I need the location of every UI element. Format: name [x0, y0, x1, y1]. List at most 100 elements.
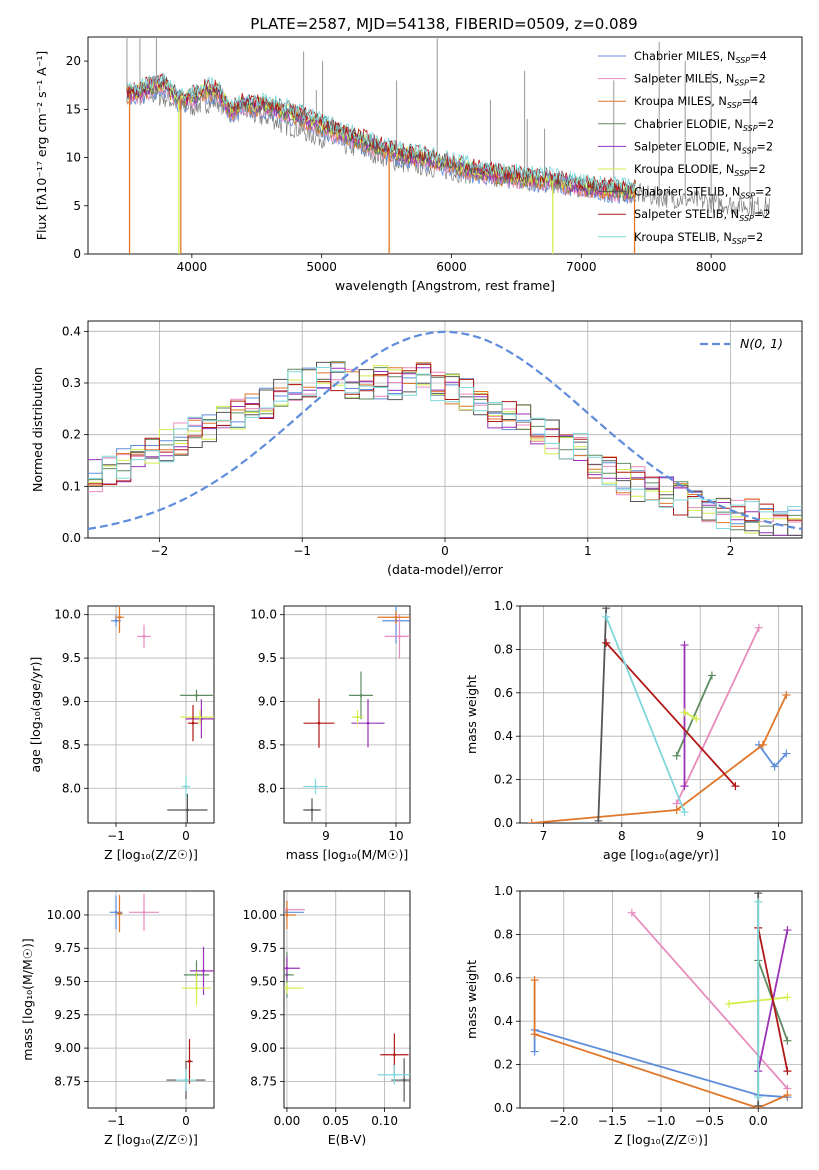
x-axis-label: age [log₁₀(age/yr)] [603, 847, 719, 862]
legend-label-sub: SSP [742, 146, 757, 155]
y-tick-label: 0.4 [62, 324, 81, 338]
legend-label: Kroupa MILES, NSSP=4 [634, 95, 758, 110]
weight-marker [602, 638, 611, 647]
weight-series [597, 608, 608, 821]
weight-marker [527, 819, 536, 823]
x-tick-label: 7 [540, 829, 548, 843]
y-tick-label: 15 [66, 102, 81, 116]
x-tick-label: 0.00 [274, 1114, 301, 1128]
x-tick-label: 6000 [436, 260, 467, 274]
y-tick-label: 9.75 [54, 941, 81, 955]
x-tick-label: −1 [107, 829, 125, 843]
data-point [195, 694, 198, 697]
weight-marker [707, 671, 716, 680]
residual-legend: N(0, 1) [700, 336, 783, 351]
legend-label-text: Chabrier ELODIE, N [634, 118, 743, 131]
x-axis-label: E(B-V) [328, 1132, 367, 1147]
model-spectrum [126, 78, 637, 198]
y-tick-label: 10.00 [47, 908, 81, 922]
weight-marker [758, 740, 767, 749]
data-point [398, 634, 401, 638]
weight-marker [602, 612, 611, 621]
x-tick-label: −1 [293, 544, 311, 558]
weight-series [675, 627, 760, 804]
y-tick-label: 0.4 [494, 729, 513, 743]
weight-marker [754, 891, 763, 898]
axes-mass-vs-Z: −1 0 8.75 9.00 9.25 9.50 9.75 10.00 Z [log₁₀(Z/Z… [20, 890, 215, 1147]
data-point [142, 910, 146, 914]
y-tick-label: 10 [66, 151, 81, 165]
axes-age-vs-mass: 9 10 8.0 8.5 9.0 9.5 10.0 mass [log₁₀(M/M☉)] [250, 605, 411, 862]
figure-title: PLATE=2587, MJD=54138, FIBERID=0509, z=0… [250, 15, 637, 33]
weight-marker [627, 908, 636, 917]
y-tick-label: 5 [73, 199, 81, 213]
data-point [188, 1060, 191, 1063]
x-axis-label: Z [log₁₀(Z/Z☉)] [104, 1132, 198, 1147]
y-tick-label: 8.0 [62, 781, 81, 795]
legend-label-text: Salpeter STELIB, N [634, 208, 739, 221]
residual-histogram [88, 363, 802, 522]
legend-label-suffix: =2 [749, 163, 766, 176]
axes-age-vs-Z: −1 0 8.0 8.5 9.0 9.5 10.0 Z [log₁₀(Z/Z☉)] age [l… [28, 605, 215, 862]
data-point [142, 634, 146, 638]
legend-label-suffix: =2 [755, 186, 772, 199]
y-tick-label: 10.0 [250, 608, 277, 622]
axes-spectrum: 4000 5000 6000 7000 8000 0 5 10 15 20 wavelength [… [34, 36, 803, 293]
y-axis-label: mass [log₁₀(M/M☉)] [20, 938, 35, 1060]
legend-label-text: Chabrier MILES, N [634, 50, 735, 63]
weight-marker [530, 975, 539, 984]
legend-label: Chabrier STELIB, NSSP=2 [634, 186, 772, 201]
y-tick-label: 0.0 [494, 816, 513, 830]
legend-label: Chabrier ELODIE, NSSP=2 [634, 118, 774, 133]
legend-label-suffix: =2 [749, 73, 766, 86]
weight-marker [680, 641, 689, 650]
y-tick-label: 9.00 [250, 1041, 277, 1055]
legend-label-sub: SSP [739, 214, 754, 223]
axes-residuals: −2 −1 0 1 2 0.0 0.1 0.2 0.3 0.4 (data-model)/error… [30, 320, 803, 577]
x-axis-label: Z [log₁₀(Z/Z☉)] [614, 1132, 708, 1147]
y-tick-label: 9.25 [54, 1008, 81, 1022]
data-point [356, 715, 359, 719]
x-axis-label: wavelength [Angstrom, rest frame] [335, 278, 555, 293]
data-point [285, 986, 289, 990]
y-tick-label: 8.5 [62, 738, 81, 752]
spectrum-legend: Chabrier MILES, N SSP =4 Salpeter MILES, N S… [598, 50, 774, 246]
y-tick-label: 0 [73, 247, 81, 261]
x-tick-label: 9 [696, 829, 704, 843]
data-point [310, 808, 314, 812]
weight-marker [783, 926, 792, 935]
spectrum-lines [126, 37, 770, 254]
y-tick-label: 0.0 [62, 531, 81, 545]
y-tick-label: 9.0 [62, 694, 81, 708]
x-tick-label: 8000 [696, 260, 727, 274]
x-tick-label: −1 [107, 1114, 125, 1128]
data-point [118, 912, 121, 916]
legend-label-text: Salpeter MILES, N [634, 73, 734, 86]
weight-marker [783, 993, 792, 1002]
scatter-points [284, 900, 410, 1102]
y-axis-label: mass weight [464, 960, 479, 1039]
plot-frame [519, 605, 803, 824]
data-point [317, 721, 321, 725]
scatter-points [111, 606, 214, 823]
x-tick-label: 0.05 [322, 1114, 349, 1128]
axes-weight-vs-Z: −2.0 −1.5 −1.0 −0.5 0.0 0.0 0.2 0.4 0.6 0.8 1.0 Z [… [464, 884, 803, 1147]
x-tick-label: −0.5 [695, 1114, 724, 1128]
normal-curve [88, 330, 802, 530]
legend-label-suffix: =2 [756, 140, 773, 153]
legend-label-sub: SSP [734, 169, 749, 178]
data-point [202, 969, 205, 973]
weight-series [684, 711, 697, 720]
legend-label-suffix: =4 [742, 95, 759, 108]
y-tick-label: 8.5 [258, 738, 277, 752]
y-axis-label: age [log₁₀(age/yr)] [28, 657, 43, 773]
y-tick-label: 0.3 [62, 376, 81, 390]
y-tick-label: 0.0 [494, 1101, 513, 1115]
weight-series [757, 927, 789, 1072]
weight-marker [594, 816, 603, 823]
legend-label-text: Kroupa MILES, N [634, 95, 727, 108]
residual-histogram [88, 367, 802, 523]
x-axis-label: mass [log₁₀(M/M☉)] [286, 847, 408, 862]
weight-marker [680, 808, 689, 817]
